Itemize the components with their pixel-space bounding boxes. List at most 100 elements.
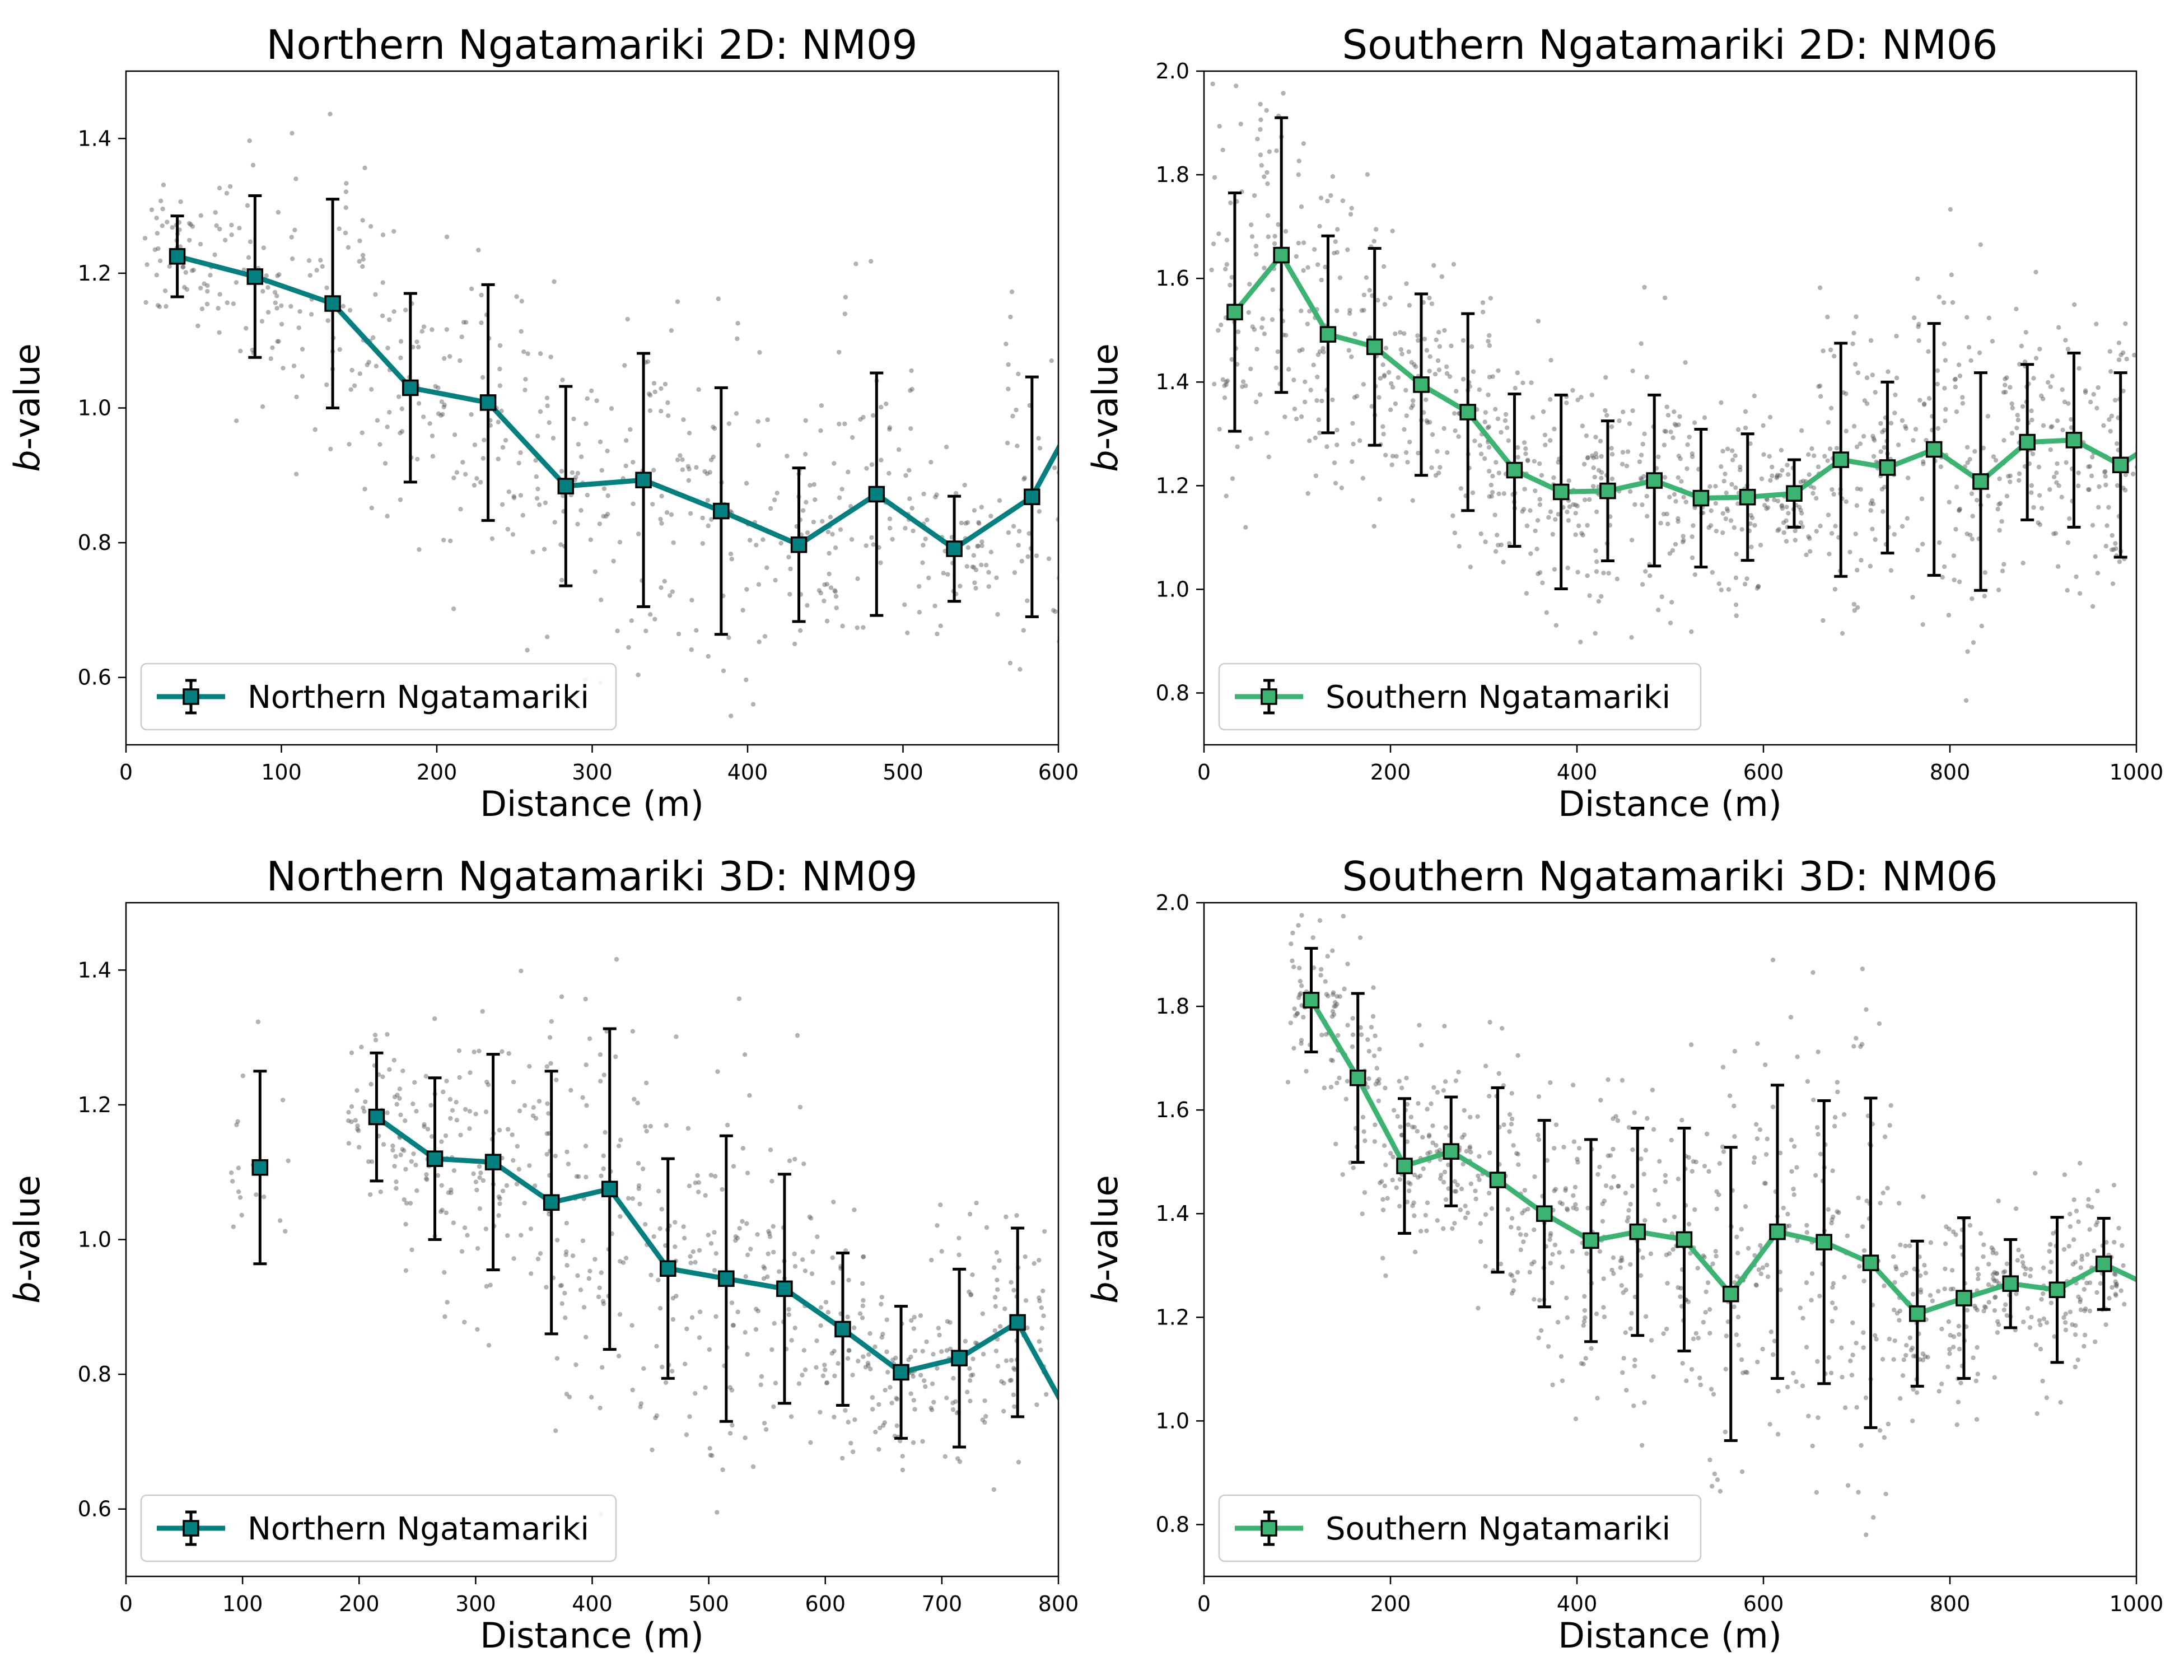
scatter-point xyxy=(1779,503,1785,508)
scatter-point xyxy=(1649,1338,1654,1343)
scatter-point xyxy=(1911,1354,1916,1359)
scatter-point xyxy=(942,1454,948,1459)
scatter-point xyxy=(1623,1191,1628,1196)
scatter-point xyxy=(815,1234,820,1239)
scatter-point xyxy=(2082,1332,2088,1338)
scatter-point xyxy=(1445,450,1450,455)
scatter-point xyxy=(1581,1361,1586,1366)
scatter-point xyxy=(1038,1347,1043,1352)
scatter-point xyxy=(1800,524,1805,529)
data-point-marker xyxy=(1956,1290,1972,1306)
scatter-point xyxy=(1990,1272,1996,1277)
scatter-point xyxy=(1492,512,1497,517)
scatter-point xyxy=(1537,502,1543,507)
scatter-point xyxy=(1469,344,1474,349)
scatter-point xyxy=(443,1133,449,1138)
scatter-point xyxy=(1903,424,1908,429)
scatter-point xyxy=(801,1161,806,1166)
scatter-point xyxy=(617,540,623,545)
panel-southern-3d: Southern Ngatamariki 3D: NM06 0 200 400 600… xyxy=(1085,853,2163,1656)
scatter-point xyxy=(716,296,721,301)
scatter-point xyxy=(796,1381,802,1386)
scatter-point xyxy=(1296,923,1301,928)
scatter-point xyxy=(1453,1189,1459,1194)
scatter-point xyxy=(1556,460,1561,465)
scatter-point xyxy=(1858,1044,1863,1049)
scatter-point xyxy=(680,467,685,472)
scatter-point xyxy=(939,1349,944,1354)
scatter-point xyxy=(2022,1272,2028,1277)
scatter-point xyxy=(560,377,565,382)
scatter-point xyxy=(1383,346,1389,351)
scatter-point xyxy=(2082,1308,2087,1313)
scatter-point xyxy=(1381,432,1386,437)
scatter-point xyxy=(1870,372,1875,377)
scatter-point xyxy=(800,508,806,513)
scatter-point xyxy=(1487,375,1492,380)
scatter-point xyxy=(1975,1371,1980,1376)
x-tick-label: 0 xyxy=(119,760,133,785)
scatter-point xyxy=(1515,1270,1520,1275)
scatter-point xyxy=(1621,1290,1626,1295)
scatter-point xyxy=(1543,442,1548,447)
data-point-marker xyxy=(324,295,341,312)
scatter-point xyxy=(2096,385,2101,390)
scatter-point xyxy=(1583,1356,1588,1361)
scatter-point xyxy=(458,358,463,363)
scatter-point xyxy=(1930,1298,1935,1304)
scatter-point xyxy=(1235,444,1240,449)
scatter-point xyxy=(1851,601,1856,607)
scatter-point xyxy=(1798,1305,1803,1310)
scatter-point xyxy=(1472,438,1477,444)
scatter-point xyxy=(564,1392,570,1397)
scatter-point xyxy=(1756,584,1761,589)
scatter-point xyxy=(1683,500,1688,505)
scatter-point xyxy=(1951,553,1957,558)
scatter-point xyxy=(421,414,426,419)
scatter-point xyxy=(1210,81,1215,87)
scatter-point xyxy=(391,1058,396,1063)
scatter-point xyxy=(547,1035,553,1040)
scatter-point xyxy=(671,540,676,545)
scatter-point xyxy=(1659,594,1664,599)
scatter-point xyxy=(853,262,858,267)
scatter-point xyxy=(1751,1160,1757,1165)
scatter-point xyxy=(276,209,281,215)
scatter-point xyxy=(1632,1364,1637,1369)
scatter-point xyxy=(1584,1251,1589,1256)
scatter-point xyxy=(825,529,831,534)
scatter-point xyxy=(360,264,365,269)
scatter-point xyxy=(1572,1184,1578,1190)
scatter-point xyxy=(452,432,458,437)
scatter-point xyxy=(1382,1143,1387,1148)
scatter-point xyxy=(979,543,984,548)
x-axis-ticks: 0 200 400 600 800 1000 xyxy=(1197,1576,2163,1616)
scatter-point xyxy=(1037,1339,1042,1344)
scatter-point xyxy=(1754,586,1760,591)
scatter-point xyxy=(1570,388,1575,393)
scatter-point xyxy=(318,258,323,263)
scatter-point xyxy=(464,320,469,325)
scatter-point xyxy=(884,1349,889,1355)
scatter-point xyxy=(1688,1250,1693,1256)
scatter-point xyxy=(488,1282,493,1287)
scatter-point xyxy=(743,1435,748,1440)
scatter-point xyxy=(1692,1207,1697,1212)
scatter-point xyxy=(800,1373,805,1378)
scatter-point xyxy=(2113,1291,2118,1297)
scatter-point xyxy=(1702,1164,1707,1169)
scatter-point xyxy=(367,1192,373,1197)
scatter-point xyxy=(1779,447,1784,452)
scatter-point xyxy=(1495,416,1501,421)
scatter-point xyxy=(1981,1308,1986,1314)
scatter-point xyxy=(1538,1328,1544,1333)
scatter-point xyxy=(1591,484,1596,489)
scatter-point xyxy=(1488,296,1493,301)
scatter-point xyxy=(1503,412,1509,417)
scatter-point xyxy=(1939,1382,1944,1387)
x-axis-ticks: 0 200 400 600 800 1000 xyxy=(1197,745,2163,785)
scatter-point xyxy=(1957,374,1963,379)
scatter-point xyxy=(1723,472,1728,477)
scatter-point xyxy=(855,625,860,631)
scatter-point xyxy=(530,1113,536,1118)
